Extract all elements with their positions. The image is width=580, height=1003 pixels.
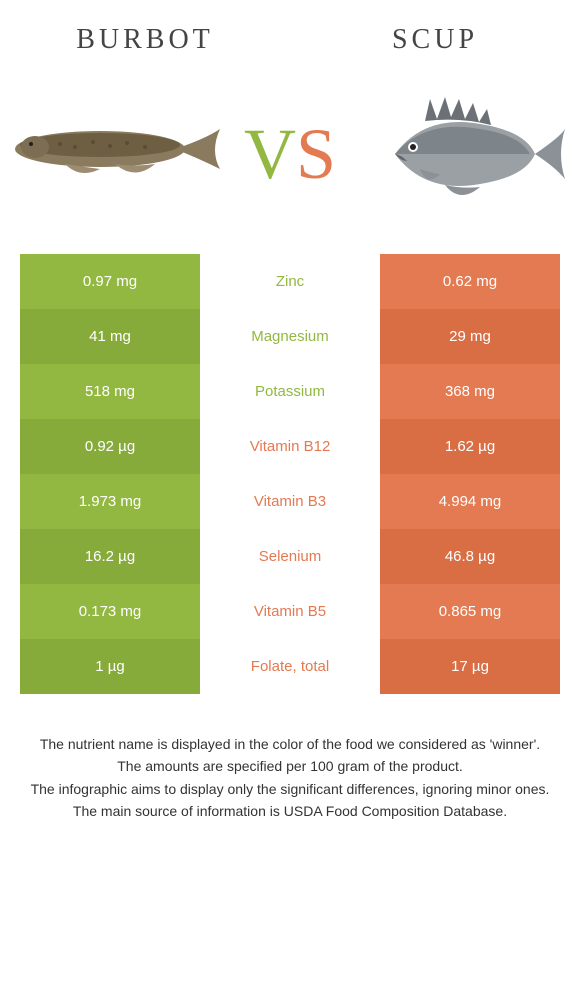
table-row: 0.97 mgZinc0.62 mg xyxy=(20,254,560,309)
right-value: 17 µg xyxy=(380,639,560,694)
left-value: 1 µg xyxy=(20,639,200,694)
vs-s: S xyxy=(296,113,336,196)
table-row: 0.173 mgVitamin B50.865 mg xyxy=(20,584,560,639)
nutrient-label: Potassium xyxy=(200,364,380,419)
left-value: 0.92 µg xyxy=(20,419,200,474)
table-row: 1.973 mgVitamin B34.994 mg xyxy=(20,474,560,529)
right-value: 29 mg xyxy=(380,309,560,364)
table-row: 1 µgFolate, total17 µg xyxy=(20,639,560,694)
nutrient-label: Zinc xyxy=(200,254,380,309)
left-value: 16.2 µg xyxy=(20,529,200,584)
header-row: Burbot Scup xyxy=(0,0,580,74)
left-value: 41 mg xyxy=(20,309,200,364)
footnotes: The nutrient name is displayed in the co… xyxy=(30,734,550,821)
right-value: 4.994 mg xyxy=(380,474,560,529)
comparison-table: 0.97 mgZinc0.62 mg41 mgMagnesium29 mg518… xyxy=(20,254,560,694)
table-row: 16.2 µgSelenium46.8 µg xyxy=(20,529,560,584)
nutrient-label: Selenium xyxy=(200,529,380,584)
table-row: 518 mgPotassium368 mg xyxy=(20,364,560,419)
nutrient-label: Folate, total xyxy=(200,639,380,694)
footnote-line: The main source of information is USDA F… xyxy=(30,801,550,821)
burbot-icon xyxy=(5,109,225,199)
infographic: Burbot Scup VS xyxy=(0,0,580,821)
right-value: 1.62 µg xyxy=(380,419,560,474)
nutrient-label: Vitamin B5 xyxy=(200,584,380,639)
image-row: VS xyxy=(0,74,580,254)
footnote-line: The nutrient name is displayed in the co… xyxy=(30,734,550,754)
nutrient-label: Magnesium xyxy=(200,309,380,364)
left-value: 0.97 mg xyxy=(20,254,200,309)
right-value: 46.8 µg xyxy=(380,529,560,584)
table-row: 0.92 µgVitamin B121.62 µg xyxy=(20,419,560,474)
left-value: 1.973 mg xyxy=(20,474,200,529)
right-value: 0.62 mg xyxy=(380,254,560,309)
right-value: 368 mg xyxy=(380,364,560,419)
footnote-line: The amounts are specified per 100 gram o… xyxy=(30,756,550,776)
right-image xyxy=(350,84,580,224)
nutrient-label: Vitamin B12 xyxy=(200,419,380,474)
vs-label: VS xyxy=(230,113,350,196)
left-value: 518 mg xyxy=(20,364,200,419)
nutrient-label: Vitamin B3 xyxy=(200,474,380,529)
header-right: Scup xyxy=(290,0,580,74)
footnote-line: The infographic aims to display only the… xyxy=(30,779,550,799)
right-value: 0.865 mg xyxy=(380,584,560,639)
table-row: 41 mgMagnesium29 mg xyxy=(20,309,560,364)
header-left: Burbot xyxy=(0,0,290,74)
left-image xyxy=(0,84,230,224)
left-value: 0.173 mg xyxy=(20,584,200,639)
scup-icon xyxy=(365,89,565,219)
vs-v: V xyxy=(244,113,296,196)
